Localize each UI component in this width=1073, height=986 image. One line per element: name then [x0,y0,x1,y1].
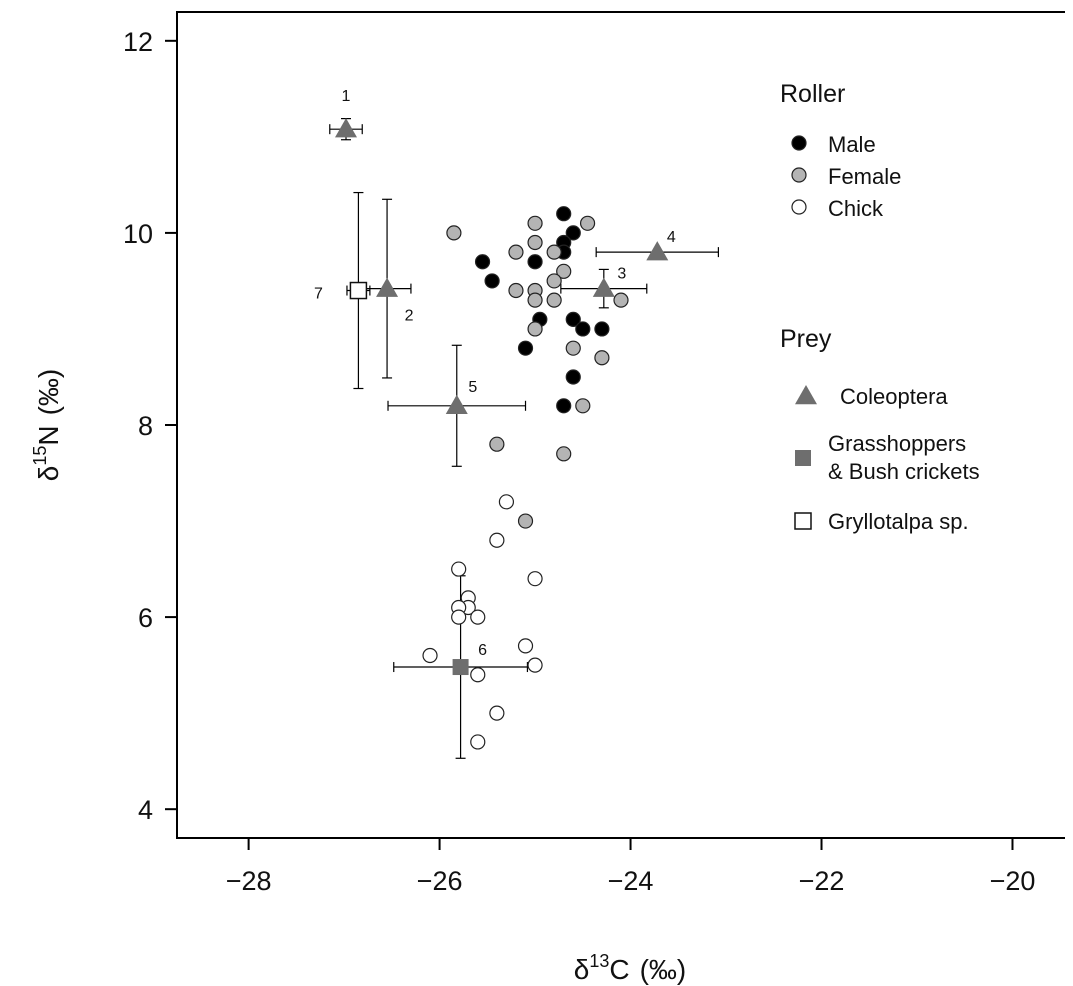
data-point-female [546,273,562,289]
data-point-chick [470,609,486,625]
data-point-male [556,206,572,222]
prey-point-3 [592,277,615,297]
data-point-female [565,340,581,356]
legend-title-prey: Prey [780,325,832,353]
data-point-chick [517,638,534,654]
legend: Roller Male Female Chick Prey Coleoptera Grass… [780,80,980,534]
x-tick-label: −20 [990,866,1036,896]
prey-point-5 [445,394,468,415]
y-axis-title: δ15N(‰) [30,369,64,482]
legend-marker-chick [791,199,807,215]
data-point-male [517,340,534,356]
x-tick-label: −26 [417,866,463,896]
data-point-female [575,398,591,414]
data-points [335,118,669,750]
x-axis-title: δ13C (‰) [574,951,687,985]
data-point-female [556,263,572,279]
legend-marker-prey-0 [795,385,817,405]
legend-marker-male [791,135,807,151]
prey-label-5: 5 [468,379,477,396]
prey-labels: 1 2 3 4 5 6 7 [314,88,676,659]
prey-point-7 [349,281,368,300]
data-point-female [489,436,505,452]
data-point-female [527,321,543,337]
prey-point-1 [335,118,358,138]
legend-label-line: Grasshoppers [828,431,966,456]
data-point-male [556,398,572,414]
data-point-male [527,254,543,270]
x-tick-label: −24 [608,866,654,896]
prey-label-2: 2 [405,308,414,325]
data-point-male [474,254,491,270]
data-point-male [565,311,581,327]
data-point-female [508,244,524,260]
data-point-chick [489,705,505,721]
plot-frame [176,11,1065,839]
data-point-male [575,321,591,337]
data-point-female [594,350,610,366]
error-bars [329,118,719,759]
prey-label-1: 1 [342,88,351,105]
data-point-female [446,225,462,241]
data-point-chick [527,657,543,673]
y-tick-label: 8 [138,411,153,441]
data-point-female [517,513,534,529]
legend-label-prey-2: Gryllotalpa sp. [828,509,969,534]
y-tick-label: 12 [123,27,153,57]
prey-point-4 [646,241,669,261]
data-point-female [527,234,543,251]
data-point-chick [527,571,543,587]
legend-label-line: & Bush crickets [828,459,980,484]
data-point-male [484,273,500,289]
y-tick-label: 4 [138,795,153,825]
data-point-chick [470,734,486,750]
prey-label-7: 7 [314,286,323,303]
data-point-male [565,225,581,241]
legend-marker-prey-1 [795,450,811,466]
data-point-chick [451,609,467,625]
y-tick-label: 10 [123,219,153,249]
prey-point-6 [452,659,469,676]
x-tick-label: −22 [799,866,845,896]
data-point-chick [422,647,438,664]
data-point-female [556,446,572,462]
prey-label-3: 3 [617,266,626,283]
legend-label-chick: Chick [828,196,884,221]
data-point-female [546,244,562,260]
data-point-female [579,215,596,231]
data-point-chick [470,667,486,683]
prey-label-4: 4 [667,229,676,246]
data-point-chick [451,561,467,577]
x-tick-label: −28 [226,866,272,896]
data-point-chick [489,532,505,548]
legend-marker-female [791,167,807,183]
legend-label-male: Male [828,132,876,157]
data-point-chick [498,494,515,510]
data-point-female [546,292,562,308]
prey-label-6: 6 [478,642,487,659]
legend-marker-prey-2 [794,512,812,530]
data-point-female [527,292,543,308]
prey-point-2 [376,277,399,297]
legend-label-prey-1: Grasshoppers & Bush crickets [828,431,980,484]
data-point-male [594,321,610,337]
data-point-female [527,215,543,231]
legend-title-roller: Roller [780,80,845,108]
data-point-female [613,292,629,308]
legend-label-female: Female [828,164,901,189]
legend-label-prey-0: Coleoptera [840,384,948,409]
y-tick-label: 6 [138,603,153,633]
data-point-female [508,282,524,299]
data-point-male [565,369,581,385]
